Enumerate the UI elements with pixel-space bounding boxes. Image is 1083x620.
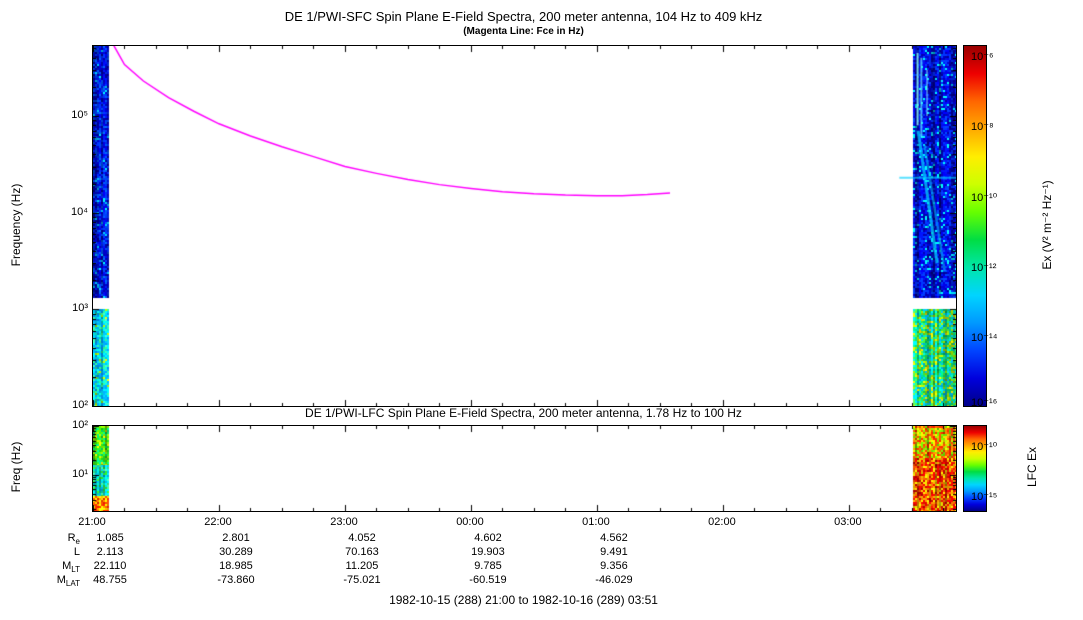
ephemeris-value: 2.113: [96, 546, 124, 558]
ephemeris-value: 19.903: [471, 546, 505, 558]
sfc-title: DE 1/PWI-SFC Spin Plane E-Field Spectra,…: [284, 9, 763, 24]
sfc-y-tick-label: 10²: [72, 399, 88, 411]
lfc-colorbar-tick-label: 10⁻¹⁵: [971, 491, 998, 504]
lfc-plot-panel: [92, 425, 957, 512]
ephemeris-value: -75.021: [343, 574, 381, 586]
time-range-footer: 1982-10-15 (288) 21:00 to 1982-10-16 (28…: [389, 593, 658, 607]
lfc-colorbar: [963, 425, 987, 512]
ephemeris-value: 9.491: [600, 546, 628, 558]
ephemeris-value: 11.205: [345, 560, 379, 572]
ephemeris-row-label: MLT: [62, 560, 80, 575]
lfc-colorbar-tick-label: 10⁻¹⁰: [971, 441, 998, 454]
lfc-y-tick-label: 10²: [72, 419, 88, 431]
ephemeris-value: 4.602: [474, 532, 502, 544]
ephemeris-value: 30.289: [219, 546, 253, 558]
ephemeris-value: 9.785: [474, 560, 502, 572]
sfc-subtitle: (Magenta Line: Fce in Hz): [463, 26, 584, 37]
lfc-y-tick-label: 10¹: [72, 467, 88, 480]
ephemeris-value: 22.110: [93, 560, 127, 572]
ephemeris-value: 48.755: [93, 574, 127, 586]
time-tick-label: 21:00: [78, 516, 106, 528]
lfc-y-axis-label: Freq (Hz): [9, 441, 23, 493]
time-tick-label: 01:00: [582, 516, 610, 528]
ephemeris-value: -46.029: [595, 574, 633, 586]
sfc-spectrogram-canvas: [93, 46, 956, 406]
ephemeris-row-label: Re: [67, 532, 80, 547]
sfc-y-tick-label: 10⁴: [71, 205, 88, 218]
ephemeris-row-label: L: [73, 546, 80, 558]
time-tick-label: 03:00: [834, 516, 862, 528]
sfc-colorbar-tick-label: 10⁻⁸: [971, 121, 994, 134]
ephemeris-value: 18.985: [219, 560, 253, 572]
sfc-y-tick-label: 10⁵: [71, 108, 88, 121]
sfc-plot-panel: [92, 45, 957, 407]
ephemeris-value: 2.801: [222, 532, 250, 544]
ephemeris-value: -60.519: [469, 574, 507, 586]
lfc-title: DE 1/PWI-LFC Spin Plane E-Field Spectra,…: [305, 406, 742, 420]
time-tick-label: 23:00: [330, 516, 358, 528]
ephemeris-row-label: MLAT: [56, 574, 80, 589]
time-tick-label: 22:00: [204, 516, 232, 528]
sfc-y-axis-label: Frequency (Hz): [9, 183, 23, 267]
ephemeris-value: 1.085: [96, 532, 124, 544]
lfc-colorbar-label: LFC Ex: [1025, 447, 1039, 488]
lfc-spectrogram-canvas: [93, 426, 956, 511]
ephemeris-value: 4.052: [348, 532, 376, 544]
ephemeris-value: -73.860: [217, 574, 255, 586]
ephemeris-value: 4.562: [600, 532, 628, 544]
sfc-colorbar: [963, 45, 987, 407]
time-tick-label: 00:00: [456, 516, 484, 528]
sfc-y-tick-label: 10³: [72, 302, 88, 315]
time-tick-label: 02:00: [708, 516, 736, 528]
sfc-colorbar-tick-label: 10⁻¹²: [971, 261, 997, 274]
sfc-colorbar-tick-label: 10⁻¹⁴: [971, 332, 998, 345]
sfc-colorbar-tick-label: 10⁻¹⁶: [971, 396, 998, 409]
ephemeris-value: 70.163: [345, 546, 379, 558]
sfc-colorbar-tick-label: 10⁻⁶: [971, 50, 994, 63]
sfc-colorbar-tick-label: 10⁻¹⁰: [971, 192, 998, 204]
ephemeris-value: 9.356: [600, 560, 628, 572]
sfc-colorbar-label: Ex (V² m⁻² Hz⁻¹): [1040, 180, 1054, 270]
